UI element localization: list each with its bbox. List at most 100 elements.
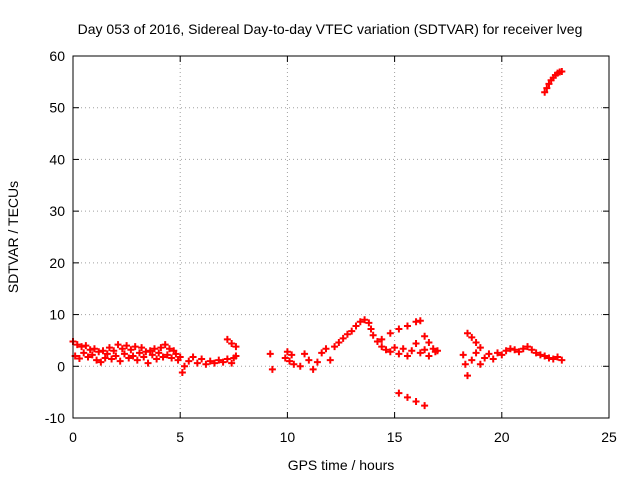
data-point: [515, 348, 523, 356]
data-point: [138, 344, 146, 352]
x-tick-label: 0: [69, 429, 77, 445]
data-point: [103, 350, 111, 358]
data-point: [309, 365, 317, 373]
data-point: [97, 358, 105, 366]
data-point: [215, 356, 223, 364]
data-point: [95, 348, 103, 356]
grid-lines: [73, 56, 609, 418]
data-point: [82, 342, 90, 350]
data-point: [165, 345, 173, 353]
data-point: [519, 345, 527, 353]
data-point: [506, 345, 514, 353]
data-point: [498, 351, 506, 359]
data-point: [528, 346, 536, 354]
data-point: [386, 348, 394, 356]
data-point: [296, 362, 304, 370]
data-point: [403, 322, 411, 330]
data-point: [543, 84, 551, 92]
data-point: [159, 353, 167, 361]
data-point: [125, 354, 133, 362]
data-point: [144, 359, 152, 367]
data-point: [290, 360, 298, 368]
data-point: [133, 356, 141, 364]
data-point: [421, 346, 429, 354]
data-point: [313, 358, 321, 366]
x-tick-label: 25: [601, 429, 617, 445]
data-point: [416, 349, 424, 357]
data-point: [288, 351, 296, 359]
data-point: [189, 353, 197, 361]
data-point: [536, 351, 544, 359]
x-tick-label: 5: [176, 429, 184, 445]
data-point: [343, 330, 351, 338]
data-point: [395, 350, 403, 358]
data-point: [416, 317, 424, 325]
data-point: [545, 80, 553, 88]
data-point: [163, 351, 171, 359]
data-point: [178, 368, 186, 376]
data-point: [223, 335, 231, 343]
data-point: [176, 353, 184, 361]
data-point: [129, 352, 137, 360]
data-point: [382, 346, 390, 354]
tick-marks: [72, 55, 610, 419]
data-point: [459, 351, 467, 359]
data-point: [391, 344, 399, 352]
data-point: [395, 325, 403, 333]
data-point: [433, 347, 441, 355]
data-point: [127, 346, 135, 354]
data-point: [408, 347, 416, 355]
data-point: [425, 352, 433, 360]
y-tick-label: 40: [49, 151, 65, 167]
data-point: [86, 346, 94, 354]
data-point: [463, 372, 471, 380]
data-point: [219, 358, 227, 366]
data-point: [268, 365, 276, 373]
data-point: [88, 351, 96, 359]
y-tick-label: 0: [57, 358, 65, 374]
data-point: [228, 340, 236, 348]
data-point: [549, 355, 557, 363]
data-point: [180, 362, 188, 370]
data-point: [211, 359, 219, 367]
data-point: [472, 349, 480, 357]
data-point: [161, 341, 169, 349]
data-point: [123, 342, 131, 350]
data-point: [356, 318, 364, 326]
data-point: [403, 352, 411, 360]
data-point: [155, 349, 163, 357]
x-tick-label: 10: [280, 429, 296, 445]
data-point: [511, 346, 519, 354]
plot-frame: [72, 55, 610, 419]
data-point: [335, 338, 343, 346]
data-point: [412, 340, 420, 348]
data-point: [146, 347, 154, 355]
data-point: [421, 332, 429, 340]
data-point: [367, 325, 375, 333]
x-axis-label: GPS time / hours: [288, 457, 395, 473]
y-tick-label: 60: [49, 48, 65, 64]
data-point: [489, 355, 497, 363]
data-point: [494, 349, 502, 357]
data-point: [412, 397, 420, 405]
data-point: [558, 356, 566, 364]
data-point: [331, 343, 339, 351]
data-point: [93, 356, 101, 364]
data-point: [153, 355, 161, 363]
data-point: [361, 316, 369, 324]
data-point: [78, 343, 86, 351]
data-point: [532, 349, 540, 357]
data-point: [403, 393, 411, 401]
data-point: [365, 319, 373, 327]
data-point: [348, 327, 356, 335]
data-point: [157, 344, 165, 352]
data-point: [116, 357, 124, 365]
data-point: [421, 402, 429, 410]
data-point: [524, 343, 532, 351]
data-point: [301, 350, 309, 358]
data-point: [339, 334, 347, 342]
data-point: [185, 357, 193, 365]
data-point: [150, 345, 158, 353]
data-point: [131, 343, 139, 351]
data-point: [541, 352, 549, 360]
